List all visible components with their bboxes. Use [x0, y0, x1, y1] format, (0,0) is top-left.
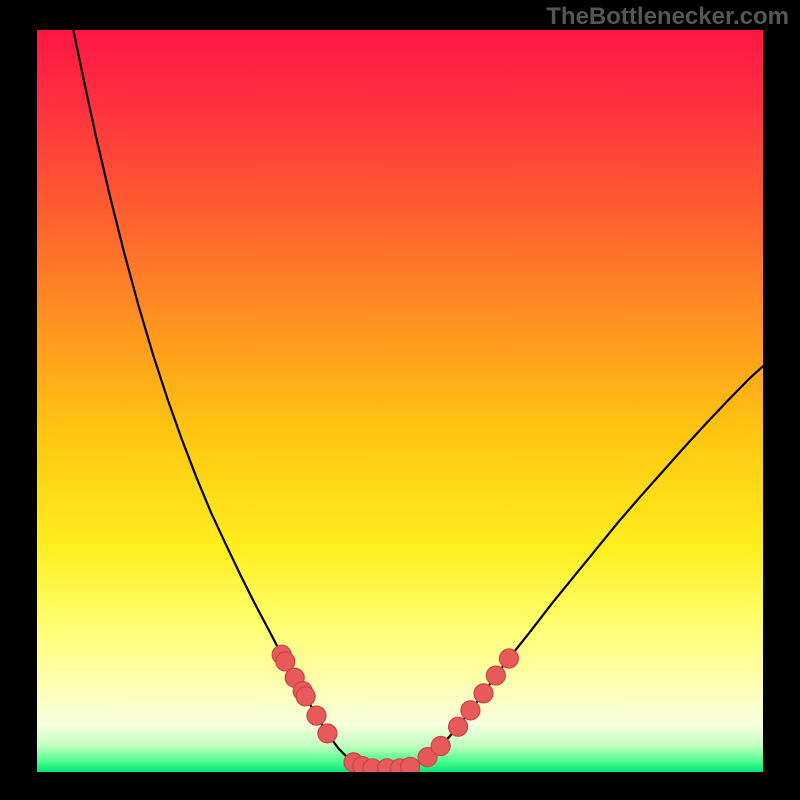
marker-dot	[296, 687, 315, 706]
marker-dot	[499, 649, 518, 668]
plot-svg	[37, 30, 763, 772]
chart-frame: TheBottlenecker.com	[0, 0, 800, 800]
marker-dot	[486, 666, 505, 685]
marker-dot	[431, 737, 450, 756]
marker-dot	[307, 706, 326, 725]
marker-dot	[318, 724, 337, 743]
plot-area	[37, 30, 763, 772]
marker-dot	[474, 684, 493, 703]
marker-dot	[449, 717, 468, 736]
marker-dot	[461, 701, 480, 720]
watermark-label: TheBottlenecker.com	[546, 3, 789, 31]
gradient-rect	[37, 30, 763, 772]
marker-dot	[401, 757, 420, 772]
